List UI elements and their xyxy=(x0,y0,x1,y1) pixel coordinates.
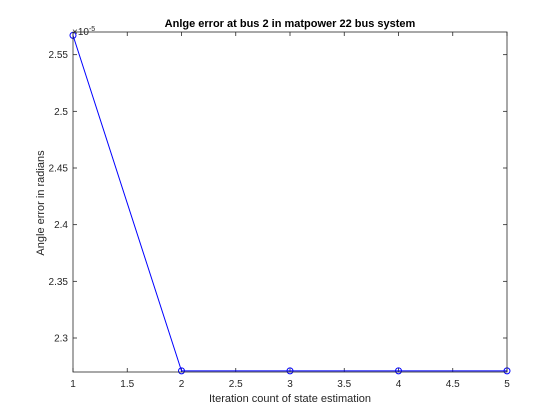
series-line xyxy=(72,35,507,372)
x-tick-label: 2 xyxy=(179,379,185,390)
x-tick-label: 4 xyxy=(396,379,402,390)
y-tick-label: 2.45 xyxy=(49,164,69,175)
y-tick-label: 2.55 xyxy=(49,50,69,61)
data-point-marker xyxy=(395,367,402,375)
y-axis-exponent: ×10-5 xyxy=(72,26,95,38)
axes-box xyxy=(72,31,508,373)
x-tick-label: 1.5 xyxy=(120,379,134,390)
chart-title: Anlge error at bus 2 in matpower 22 bus … xyxy=(165,18,416,30)
y-tick-label: 2.35 xyxy=(49,277,69,288)
x-tick-label: 1 xyxy=(70,379,76,390)
data-point-marker xyxy=(178,367,185,375)
plot-area xyxy=(73,32,507,372)
data-point-marker xyxy=(286,367,294,375)
y-axis-label: Angle error in radians xyxy=(35,150,47,256)
x-tick-label: 2.5 xyxy=(229,379,243,390)
series-layer xyxy=(69,31,511,375)
x-tick-label: 5 xyxy=(504,379,510,390)
y-axis-ticks: 2.3 2.35 2.4 2.45 2.5 2.55 xyxy=(49,50,507,345)
x-tick-label: 3.5 xyxy=(337,379,351,390)
x-axis-label: Iteration count of state estimation xyxy=(209,393,371,405)
x-tick-label: 3 xyxy=(287,379,293,390)
y-tick-label: 2.3 xyxy=(54,334,68,345)
y-tick-label: 2.5 xyxy=(54,107,68,118)
x-tick-label: 4.5 xyxy=(446,379,460,390)
y-tick-label: 2.4 xyxy=(54,220,68,231)
